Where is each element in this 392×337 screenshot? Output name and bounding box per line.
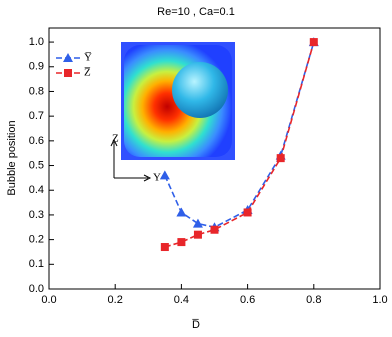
data-point	[176, 207, 187, 217]
data-point	[309, 38, 318, 47]
y-axis-label: Bubble position	[6, 120, 18, 195]
x-tick-label: 0.0	[41, 294, 56, 306]
x-tick-label: 0.2	[108, 294, 123, 306]
data-point	[192, 218, 203, 228]
y-tick-label: 0.0	[29, 283, 44, 295]
legend-label: Z̅	[84, 67, 91, 79]
inset: Z Y	[110, 42, 235, 184]
y-tick-label: 0.5	[29, 159, 44, 171]
y-tick-label: 0.2	[29, 234, 44, 246]
legend-marker	[64, 69, 72, 77]
plot-frame	[48, 27, 381, 290]
y-tick-label: 1.0	[29, 36, 44, 48]
y-tick-label: 0.7	[29, 110, 44, 122]
inset-arrow	[143, 174, 152, 182]
inset-label: Z	[112, 133, 119, 145]
x-axis-label: D̅	[191, 319, 200, 331]
x-tick-label: 0.8	[306, 294, 321, 306]
legend-label: Y̅	[84, 52, 92, 64]
y-tick-label: 0.9	[29, 61, 44, 73]
y-tick-label: 0.4	[29, 184, 44, 196]
inset-label: Y	[153, 172, 161, 184]
inset-arrow	[110, 138, 118, 147]
y-tick-label: 0.1	[29, 258, 44, 270]
data-point	[210, 225, 219, 234]
chart-title: Re=10 , Ca=0.1	[157, 6, 235, 18]
inset-bubble	[172, 62, 228, 118]
data-point	[160, 243, 169, 252]
data-point	[243, 208, 252, 217]
legend-marker	[63, 53, 73, 62]
data-point	[193, 230, 202, 239]
y-tick-label: 0.3	[29, 209, 44, 221]
y-tick-label: 0.6	[29, 135, 44, 147]
data-point	[159, 170, 170, 180]
x-tick-label: 0.4	[174, 294, 189, 306]
data-point	[177, 238, 186, 247]
x-tick-label: 1.0	[372, 294, 387, 306]
y-tick-label: 0.8	[29, 85, 44, 97]
data-point	[276, 154, 285, 163]
x-tick-label: 0.6	[240, 294, 255, 306]
